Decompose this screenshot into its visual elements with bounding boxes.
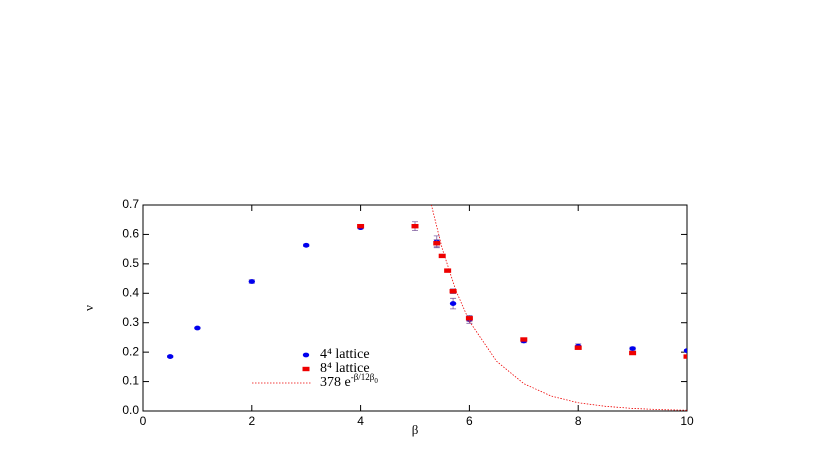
point — [574, 345, 582, 350]
legend-text: 378 e — [320, 375, 351, 390]
point — [683, 354, 687, 359]
point — [248, 279, 255, 284]
x-tick-label: 0 — [140, 414, 147, 428]
x-tick-label: 2 — [248, 414, 255, 428]
x-axis-label: β — [412, 422, 419, 437]
point — [520, 337, 528, 342]
plot-frame — [142, 204, 688, 412]
point — [683, 348, 687, 354]
y-tick-label: 0.7 — [122, 197, 139, 211]
point — [303, 242, 310, 248]
point — [449, 289, 457, 294]
point — [411, 223, 419, 229]
y-tick-label: 0.4 — [122, 285, 139, 299]
y-tick-label: 0.1 — [122, 374, 139, 388]
x-tick-label: 10 — [680, 414, 694, 428]
legend-label: 8⁴ lattice — [320, 361, 370, 376]
y-axis-label: ν — [81, 305, 96, 311]
fit-curve — [430, 205, 687, 411]
point — [629, 346, 636, 352]
point — [629, 350, 637, 356]
plot-area — [167, 205, 687, 411]
point — [444, 268, 452, 273]
point — [465, 316, 473, 321]
legend-sub: 0 — [374, 377, 378, 385]
legend-label: 378 e-β/12β0 — [320, 372, 378, 390]
legend-marker — [302, 366, 310, 372]
point — [449, 301, 457, 306]
legend-marker — [302, 352, 310, 358]
x-tick-label: 6 — [466, 414, 473, 428]
y-tick-label: 0.3 — [122, 315, 139, 329]
point — [167, 354, 174, 359]
x-tick-label: 4 — [357, 414, 364, 428]
y-tick-label: 0.0 — [122, 403, 139, 417]
point — [433, 241, 441, 246]
y-tick-label: 0.2 — [122, 344, 139, 358]
legend-text: 8⁴ lattice — [320, 361, 370, 376]
legend-text: 4⁴ lattice — [320, 347, 370, 362]
legend-sup: -β/12β — [351, 372, 375, 382]
x-tick-label: 8 — [575, 414, 582, 428]
point — [194, 325, 201, 331]
point — [357, 223, 365, 229]
legend-label: 4⁴ lattice — [320, 347, 370, 362]
y-tick-label: 0.6 — [122, 227, 139, 241]
point — [438, 253, 446, 259]
y-tick-label: 0.5 — [122, 256, 139, 270]
